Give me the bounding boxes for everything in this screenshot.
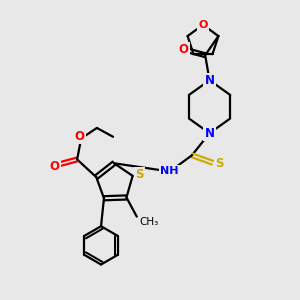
Text: O: O (179, 43, 189, 56)
Text: N: N (205, 127, 214, 140)
Text: CH₃: CH₃ (139, 217, 158, 227)
Text: NH: NH (160, 166, 178, 176)
Text: O: O (198, 20, 208, 30)
Text: N: N (205, 74, 214, 87)
Text: O: O (50, 160, 59, 173)
Text: S: S (135, 168, 143, 181)
Text: O: O (74, 130, 85, 143)
Text: S: S (215, 157, 223, 170)
